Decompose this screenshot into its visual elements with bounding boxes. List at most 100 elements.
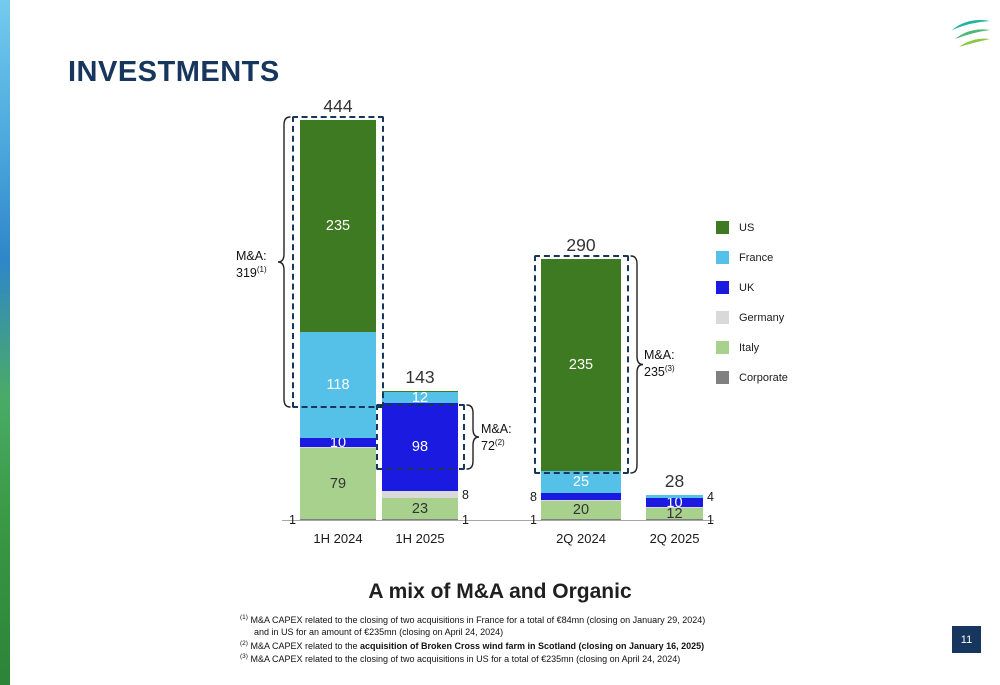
mna-label: M&A: 72(2): [481, 421, 512, 455]
leaf-swoosh-icon: [955, 29, 990, 39]
mna-label-prefix: M&A:: [644, 348, 675, 362]
bar-segment-germany: [300, 447, 376, 448]
curly-brace: [630, 255, 644, 474]
bar-segment-germany: [646, 507, 703, 509]
bar-segment-france: [541, 470, 621, 493]
segment-value-label: 1: [462, 512, 469, 527]
segment-value-label: 4: [707, 489, 714, 504]
segment-value-label: 10: [329, 434, 347, 451]
category-label: 2Q 2025: [649, 531, 700, 546]
bar-segment-uk: [382, 403, 458, 492]
bar-total-label: 290: [566, 235, 596, 255]
segment-value-label: 10: [666, 494, 683, 511]
segment-value-label: 98: [411, 439, 429, 456]
footnote-marker: (1): [240, 614, 248, 621]
curly-brace-path: [466, 404, 480, 470]
legend-item-corporate: Corporate: [716, 371, 788, 384]
leaf-swoosh-icon: [959, 38, 990, 47]
page-title: INVESTMENTS: [68, 56, 280, 88]
mna-footnote-marker: (3): [664, 363, 675, 373]
bar-total-label: 143: [405, 367, 435, 388]
bar-segment-corporate: [646, 519, 703, 520]
bar-segment-corporate: [382, 519, 458, 520]
bar-segment-us: [300, 120, 376, 332]
bar-segment-uk: [300, 438, 376, 448]
footnote: (1) M&A CAPEX related to the closing of …: [240, 614, 840, 639]
segment-value-label: 25: [572, 473, 590, 490]
bar-total-label: 444: [323, 96, 353, 117]
bar-segment-germany: [541, 500, 621, 502]
legend-label: France: [739, 251, 774, 264]
chart-legend: US France UK Germany Italy Corporate: [716, 221, 788, 401]
legend-item-italy: Italy: [716, 341, 788, 354]
segment-value-label: 79: [329, 475, 347, 492]
legend-swatch-france: [716, 251, 729, 264]
legend-label: UK: [739, 281, 755, 294]
bar-segment-italy: [541, 501, 621, 520]
footnote: (3) M&A CAPEX related to the closing of …: [240, 653, 840, 665]
bar-segment-italy: [646, 508, 703, 520]
legend-item-france: France: [716, 251, 788, 264]
mna-label: M&A: 319(1): [236, 248, 267, 282]
bar-segment-us: [382, 391, 458, 393]
category-label: 1H 2025: [395, 531, 445, 546]
bar-segment-uk: [541, 493, 621, 501]
curly-brace: [277, 116, 291, 408]
footnote-text: M&A CAPEX related to the: [250, 640, 361, 651]
mna-label-prefix: M&A:: [236, 249, 267, 263]
footnote-text: and in US for an amount of €235mn (closi…: [254, 627, 504, 638]
legend-item-us: US: [716, 221, 788, 234]
mna-label-value: 319(1): [236, 264, 267, 281]
bar-segment-italy: [382, 498, 458, 520]
mna-footnote-marker: (1): [256, 264, 267, 274]
bar-segment-france: [300, 331, 376, 439]
bar-segment-france: [646, 494, 703, 499]
segment-value-label: 1: [707, 512, 714, 527]
legend-swatch-corporate: [716, 371, 729, 384]
bar-segment-corporate: [300, 519, 376, 520]
legend-label: US: [739, 221, 755, 234]
footnotes: (1) M&A CAPEX related to the closing of …: [240, 614, 840, 667]
bar-segment-italy: [300, 448, 376, 520]
mna-footnote-marker: (2): [494, 437, 505, 447]
bar-segment-germany: [382, 491, 458, 499]
segment-value-label: 118: [326, 376, 350, 393]
segment-value-label: 235: [325, 218, 351, 235]
curly-brace-path: [630, 255, 644, 474]
segment-value-label: 235: [568, 356, 594, 373]
bar-segment-uk: [646, 498, 703, 508]
segment-value-label: 1: [530, 512, 537, 527]
footnote-text: M&A CAPEX related to the closing of two …: [250, 654, 681, 665]
mna-dashed-box: [292, 116, 384, 408]
segment-value-label: 8: [462, 487, 469, 502]
legend-swatch-germany: [716, 311, 729, 324]
segment-value-label: 12: [666, 505, 683, 522]
bar-total-label: 28: [664, 470, 685, 491]
footnote: (2) M&A CAPEX related to the acquisition…: [240, 640, 840, 652]
mna-dashed-box: [534, 255, 629, 474]
curly-brace: [466, 404, 480, 470]
mna-label-prefix: M&A:: [481, 422, 512, 436]
leaf-logo: [952, 20, 990, 47]
leaf-swoosh-icon: [952, 20, 990, 30]
left-gradient-bar: [0, 0, 10, 685]
mna-dashed-box: [376, 404, 465, 470]
category-label: 1H 2024: [313, 531, 363, 546]
x-axis-line: [282, 520, 714, 521]
mna-label-value: 72(2): [481, 437, 505, 454]
legend-label: Italy: [739, 341, 760, 354]
legend-label: Corporate: [739, 371, 788, 384]
segment-value-label: 8: [530, 489, 537, 504]
footnote-text: M&A CAPEX related to the closing of two …: [250, 615, 706, 625]
curly-brace-path: [277, 116, 291, 408]
segment-value-label: 20: [572, 502, 590, 519]
segment-value-label: 12: [411, 389, 429, 406]
legend-item-germany: Germany: [716, 311, 788, 324]
legend-swatch-uk: [716, 281, 729, 294]
segment-value-label: 23: [411, 500, 429, 517]
footnote-marker: (3): [240, 653, 248, 661]
footnote-text: acquisition of Broken Cross wind farm in…: [360, 640, 705, 651]
slide-subtitle: A mix of M&A and Organic: [368, 580, 632, 603]
